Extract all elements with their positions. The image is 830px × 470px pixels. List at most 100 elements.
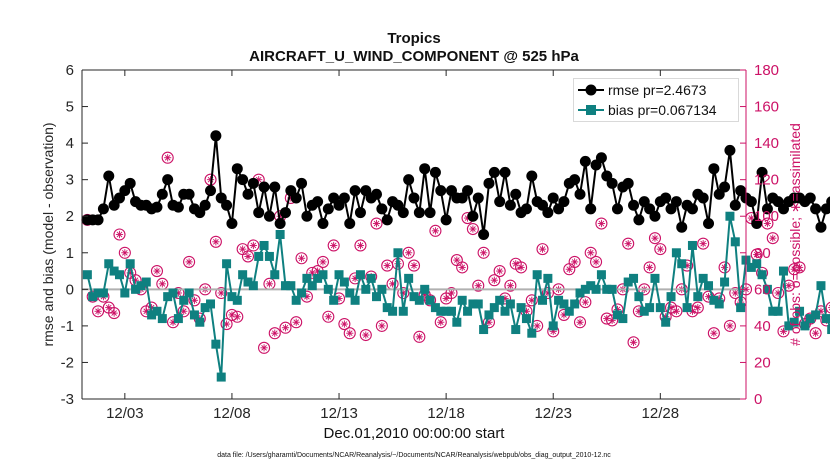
obs-possible-point — [359, 328, 372, 342]
bias-point — [216, 372, 226, 382]
obs-possible-point — [622, 237, 635, 250]
rmse-point — [703, 218, 715, 230]
bias-point — [789, 317, 799, 327]
obs-possible-point — [108, 307, 121, 320]
obs-possible-point — [477, 246, 490, 259]
bias-point — [827, 325, 830, 335]
obs-possible-point — [493, 265, 506, 278]
obs-possible-point — [424, 294, 437, 307]
obs-possible-point — [627, 336, 640, 349]
y-tick-label-left: 2 — [66, 208, 74, 225]
bias-point — [297, 288, 307, 298]
obs-assimilated-point — [587, 249, 595, 257]
obs-assimilated-point — [158, 280, 166, 288]
bias-point — [778, 266, 788, 276]
bias-point — [313, 273, 323, 283]
rmse-point — [826, 196, 830, 207]
obs-possible-point — [241, 250, 255, 263]
bias-point — [200, 303, 210, 313]
bias-point — [752, 259, 762, 269]
obs-assimilated-point — [281, 324, 290, 332]
obs-assimilated-point — [212, 238, 220, 246]
obs-possible-point — [488, 274, 501, 287]
obs-assimilated-point — [405, 249, 413, 257]
rmse-point — [274, 218, 286, 230]
bias-point — [591, 284, 601, 294]
bias-point — [446, 306, 456, 316]
bias-point — [564, 306, 574, 316]
bias-point — [345, 288, 355, 298]
obs-assimilated-point — [415, 333, 423, 341]
obs-assimilated-point — [533, 322, 541, 330]
bias-point — [120, 288, 130, 298]
rmse-point — [183, 188, 195, 200]
bias-point — [393, 248, 403, 258]
obs-possible-point — [402, 246, 415, 259]
obs-possible-point — [247, 239, 260, 252]
bias-point — [173, 314, 183, 324]
bias-point — [505, 299, 515, 309]
bias-point — [661, 317, 671, 327]
bias-point — [639, 306, 649, 316]
bias-point — [147, 310, 157, 320]
obs-assimilated-point — [121, 249, 129, 257]
bias-point — [227, 292, 237, 302]
obs-possible-point — [322, 310, 335, 323]
y-tick-label-left: 1 — [66, 245, 74, 262]
obs-possible-point — [643, 261, 656, 274]
bias-point — [677, 259, 687, 269]
obs-assimilated-point — [474, 282, 482, 290]
bias-point — [521, 314, 531, 324]
bias-point — [596, 270, 606, 280]
obs-possible-point — [729, 286, 742, 300]
bias-point — [725, 211, 735, 221]
bias-point — [136, 281, 146, 291]
bias-point — [570, 299, 580, 309]
obs-assimilated-point — [576, 318, 584, 326]
rmse-point — [344, 218, 356, 230]
rmse-point — [242, 188, 254, 200]
obs-assimilated-point — [731, 289, 739, 297]
y-tick-label-left: 6 — [66, 62, 74, 79]
bias-point — [704, 281, 714, 291]
rmse-point — [724, 144, 736, 156]
bias-point — [404, 273, 414, 283]
bias-point — [714, 299, 724, 309]
obs-possible-point — [825, 301, 830, 314]
obs-possible-point — [782, 279, 795, 292]
obs-assimilated-point — [431, 227, 440, 235]
obs-assimilated-point — [672, 307, 680, 315]
rmse-point — [312, 196, 324, 208]
rmse-point — [751, 218, 763, 230]
obs-possible-point — [188, 294, 201, 307]
rmse-point — [258, 181, 270, 193]
y-tick-label-right: 20 — [754, 354, 771, 371]
rmse-point — [526, 170, 538, 182]
rmse-point — [815, 221, 827, 233]
obs-possible-point — [343, 327, 356, 340]
rmse-point — [569, 174, 581, 186]
bias-point — [634, 292, 644, 302]
x-tick-label: 12/28 — [642, 405, 680, 422]
bias-point — [93, 288, 103, 298]
bias-point — [366, 273, 376, 283]
obs-possible-point — [573, 316, 587, 329]
bias-point — [473, 299, 483, 309]
obs-assimilated-point — [785, 282, 793, 290]
obs-assimilated-point — [265, 280, 274, 288]
bias-point — [784, 321, 794, 331]
rmse-point — [124, 177, 136, 189]
bias-point — [88, 292, 98, 302]
bias-point — [821, 314, 830, 324]
rmse-point — [633, 214, 645, 226]
legend-swatch-bias — [578, 105, 604, 115]
rmse-point — [408, 192, 420, 204]
bias-point — [452, 317, 462, 327]
rmse-point — [253, 207, 265, 219]
rmse-point — [558, 196, 570, 208]
obs-assimilated-point — [356, 241, 365, 250]
bias-point — [795, 306, 805, 316]
rmse-point — [686, 203, 698, 215]
rmse-point — [424, 207, 436, 219]
obs-assimilated-point — [410, 261, 418, 270]
